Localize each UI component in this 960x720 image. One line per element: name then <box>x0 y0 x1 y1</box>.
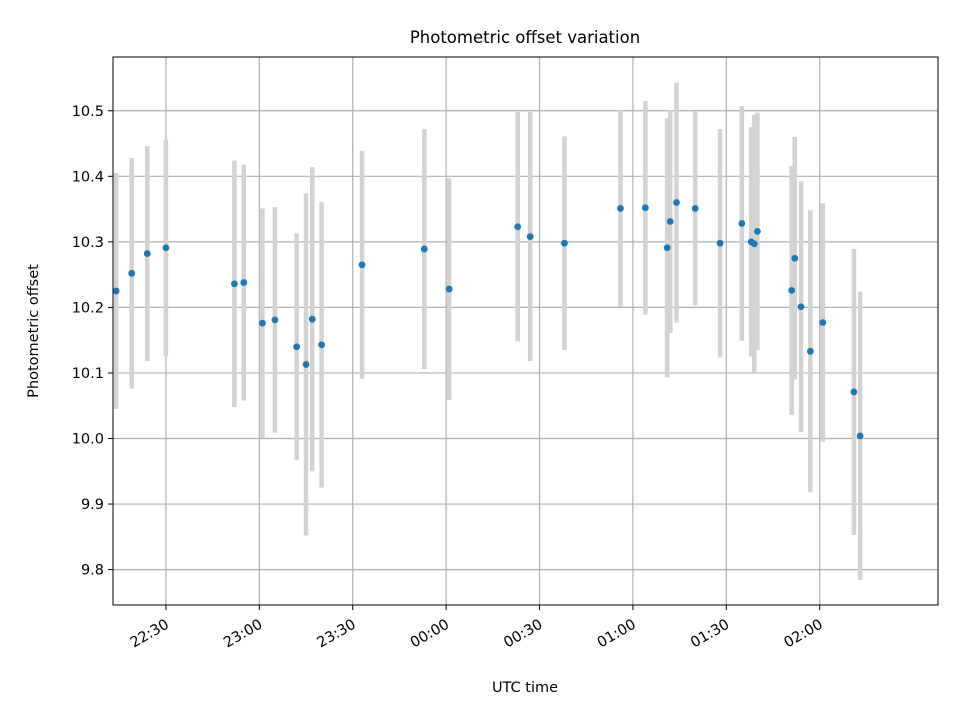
data-point <box>791 254 799 262</box>
y-tick-label: 9.9 <box>81 497 104 513</box>
data-point <box>806 347 814 355</box>
data-point <box>819 319 827 326</box>
y-axis-ticks: 9.8 9.9 10.0 10.1 10.2 10.3 10.4 10.5 <box>72 104 113 579</box>
data-point <box>259 319 266 327</box>
data-point <box>514 223 522 231</box>
data-point <box>358 261 366 269</box>
data-point <box>308 315 316 323</box>
data-point <box>112 287 120 295</box>
data-point <box>691 205 699 212</box>
data-point <box>162 244 170 252</box>
data-point <box>420 245 428 253</box>
data-point <box>445 285 453 293</box>
y-tick-label: 10.4 <box>72 169 104 185</box>
data-point <box>673 199 680 206</box>
data-point <box>788 286 796 294</box>
data-point <box>240 279 248 286</box>
y-axis-label: Photometric offset <box>26 264 42 398</box>
data-point <box>754 227 761 235</box>
y-tick-label: 10.3 <box>72 235 104 251</box>
data-point <box>561 239 568 247</box>
data-point <box>128 269 136 277</box>
data-point <box>318 341 325 349</box>
data-point <box>663 244 671 252</box>
data-point <box>850 388 858 396</box>
data-point <box>143 250 151 258</box>
data-point <box>856 432 864 440</box>
data-point <box>738 220 746 227</box>
data-point <box>641 204 649 212</box>
data-point <box>231 280 238 288</box>
data-point <box>526 233 534 241</box>
chart-title: Photometric offset variation <box>410 28 640 47</box>
y-tick-label: 10.0 <box>72 432 104 448</box>
data-point <box>666 218 674 225</box>
x-axis-label: UTC time <box>492 680 558 696</box>
data-point <box>302 361 310 368</box>
data-point <box>617 205 624 212</box>
data-point <box>293 343 301 351</box>
data-point <box>750 240 758 248</box>
y-tick-label: 10.1 <box>72 366 104 382</box>
plot-area-frame <box>112 56 939 606</box>
y-tick-label: 10.2 <box>72 300 104 316</box>
y-tick-label: 10.5 <box>72 104 104 120</box>
data-point <box>271 316 279 324</box>
data-point <box>716 239 724 247</box>
data-point <box>797 303 805 311</box>
data-points <box>112 199 864 440</box>
y-tick-label: 9.8 <box>81 563 104 579</box>
